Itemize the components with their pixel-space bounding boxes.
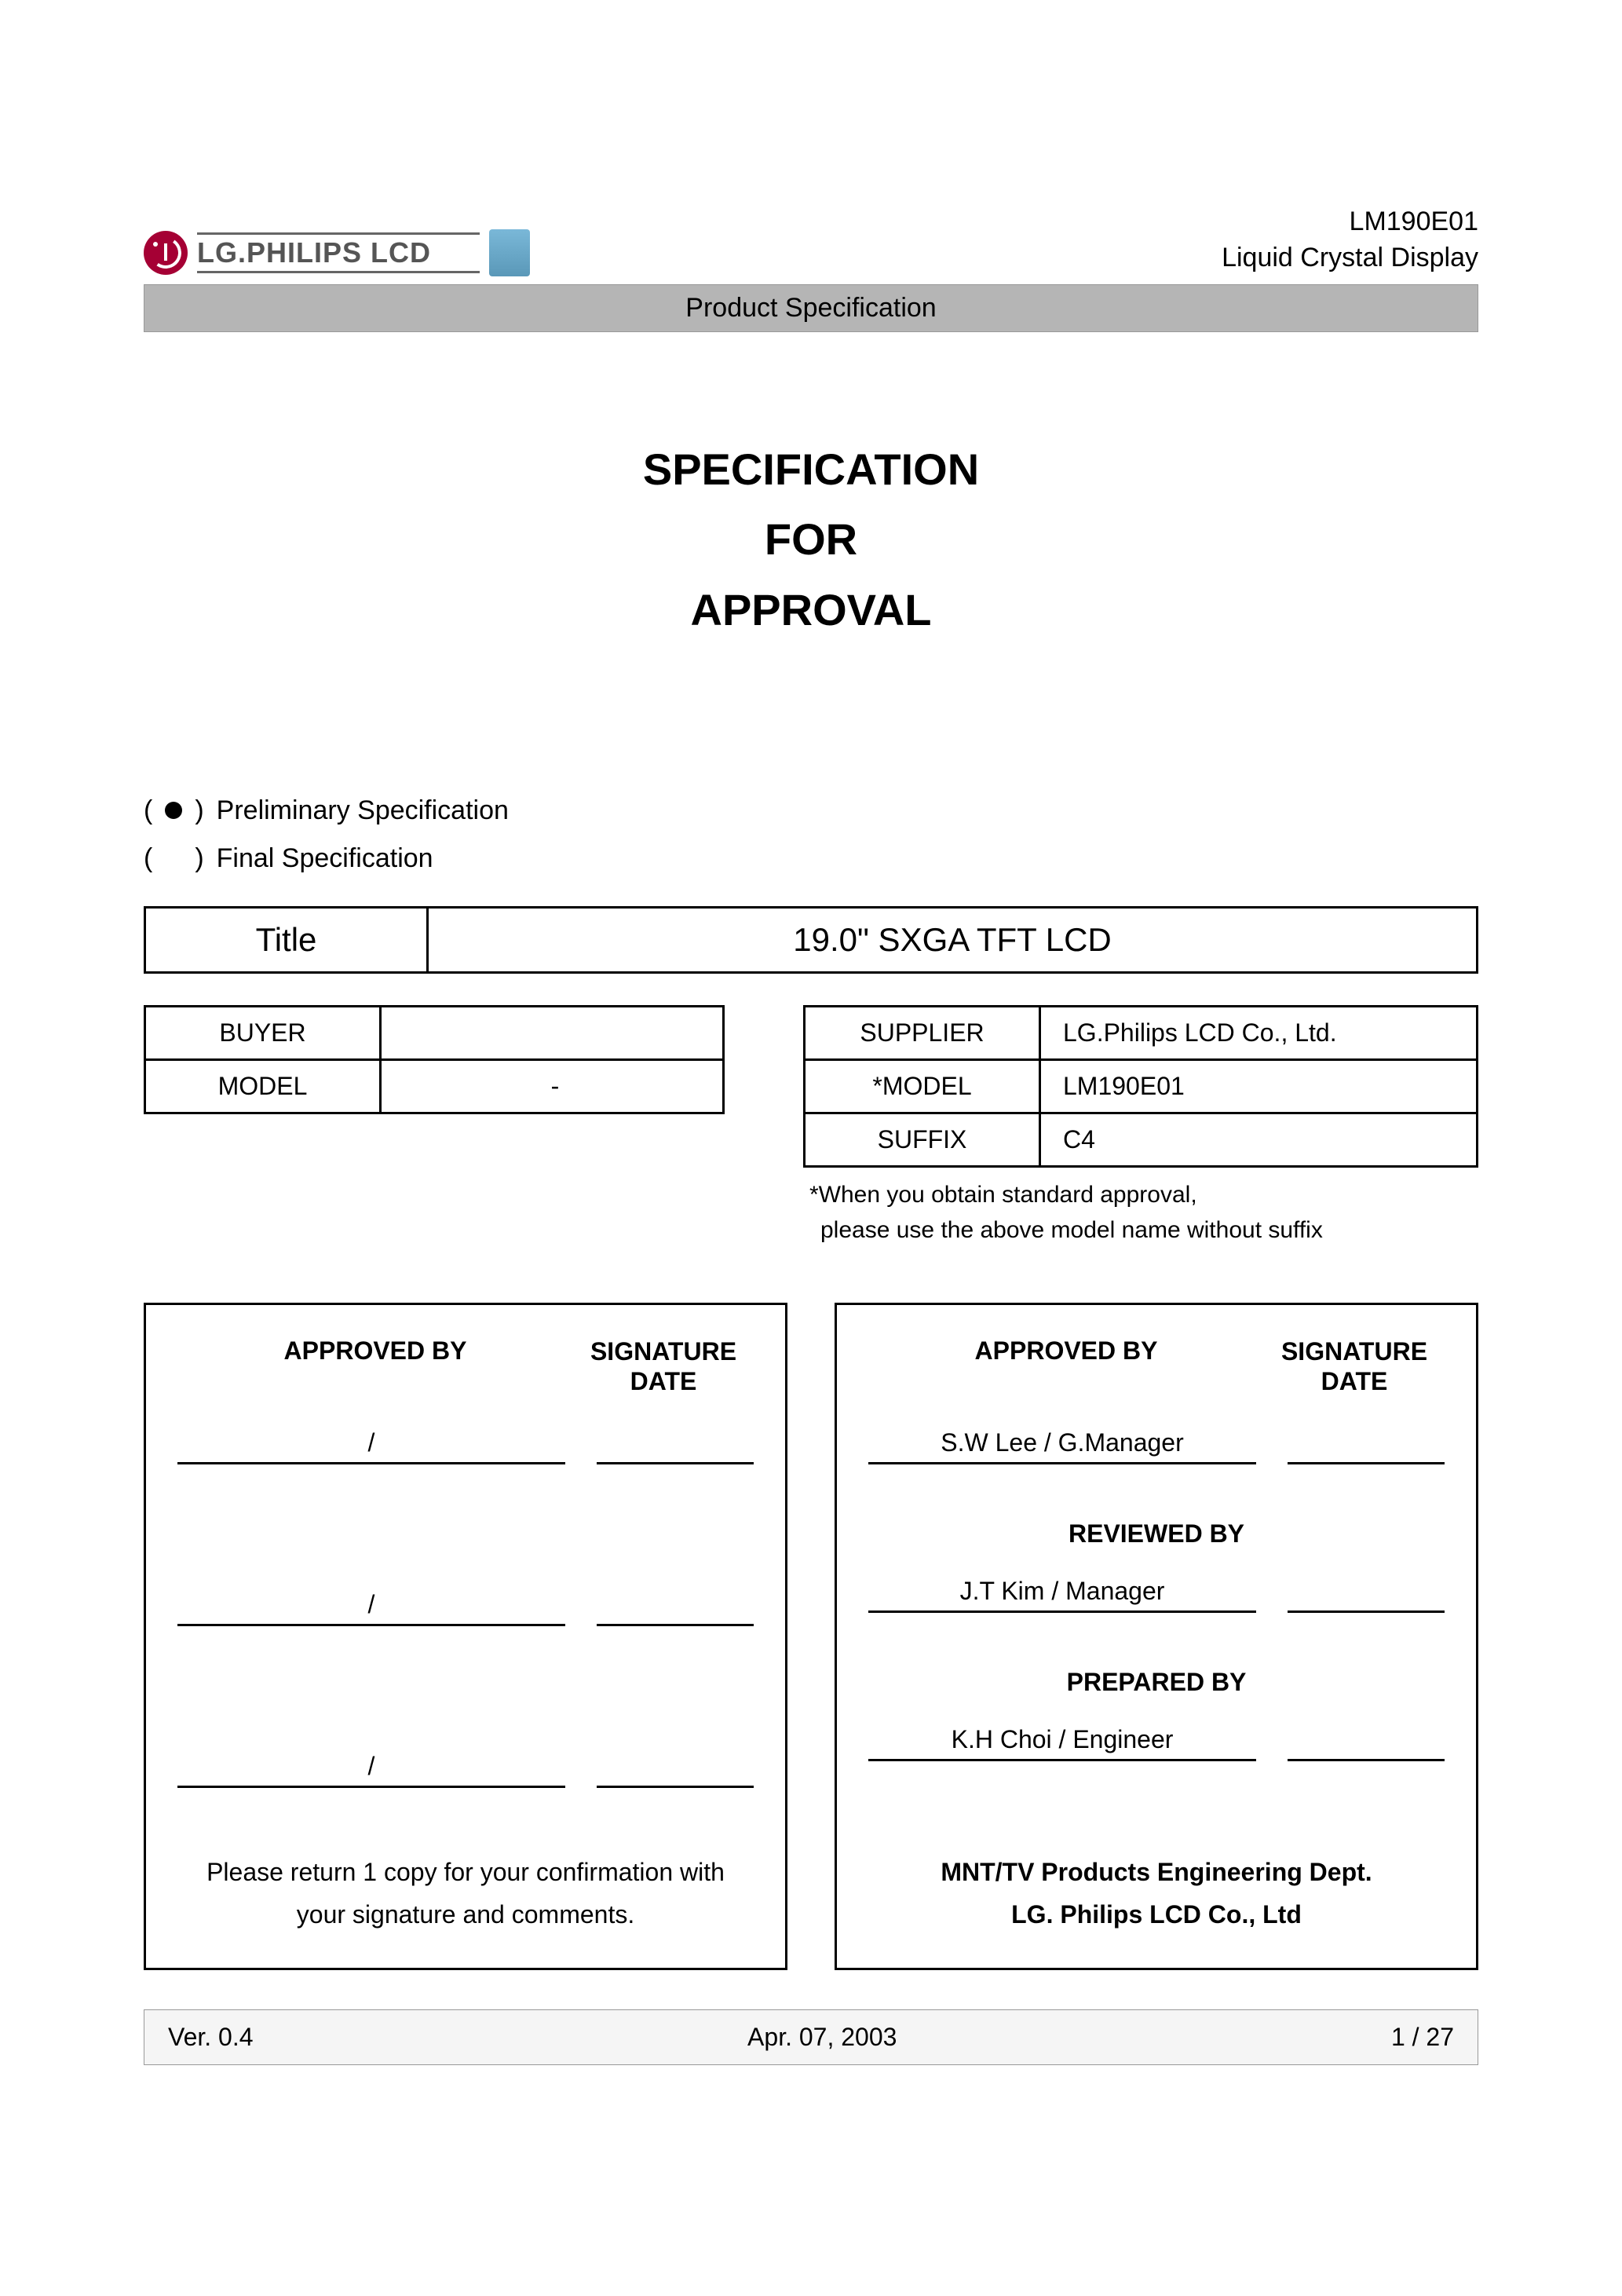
footnote: *When you obtain standard approval, plea… — [803, 1177, 1478, 1248]
supplier-value: LG.Philips LCD Co., Ltd. — [1040, 1006, 1478, 1059]
sig-date-head-r: SIGNATURE DATE — [1264, 1336, 1445, 1397]
approved-by-head: APPROVED BY — [177, 1336, 573, 1397]
footer-date: Apr. 07, 2003 — [747, 2023, 897, 2052]
approval-right-footer: MNT/TV Products Engineering Dept. LG. Ph… — [868, 1819, 1445, 1936]
approved-name: S.W Lee / G.Manager — [868, 1428, 1256, 1464]
supplier-label: SUPPLIER — [805, 1006, 1040, 1059]
footnote-line-1: *When you obtain standard approval, — [809, 1177, 1478, 1212]
sig-name-1: / — [177, 1428, 565, 1464]
prepared-sig-row: K.H Choi / Engineer — [868, 1725, 1445, 1761]
logo-block: LG.PHILIPS LCD — [144, 229, 530, 276]
sig-name-3: / — [177, 1752, 565, 1788]
spec-type-block: ( ) Preliminary Specification ( ) Final … — [144, 787, 1478, 883]
paren-open: ( — [144, 787, 152, 835]
supplier-table: SUPPLIER LG.Philips LCD Co., Ltd. *MODEL… — [803, 1005, 1478, 1168]
preliminary-spec-row: ( ) Preliminary Specification — [144, 787, 1478, 835]
sig-row-3: / — [177, 1752, 754, 1788]
left-footer-line-1: Please return 1 copy for your confirmati… — [177, 1851, 754, 1893]
info-two-col: BUYER MODEL - SUPPLIER LG.Philips LCD Co… — [144, 1005, 1478, 1248]
prepared-date — [1288, 1733, 1445, 1761]
model-code: LM190E01 — [1222, 204, 1478, 240]
approval-left-footer: Please return 1 copy for your confirmati… — [177, 1819, 754, 1936]
sig-date-2 — [597, 1598, 754, 1626]
reviewed-name: J.T Kim / Manager — [868, 1577, 1256, 1613]
title-line-2: FOR — [144, 504, 1478, 575]
supplier-suffix-value: C4 — [1040, 1113, 1478, 1166]
supplier-block: SUPPLIER LG.Philips LCD Co., Ltd. *MODEL… — [803, 1005, 1478, 1248]
left-footer-line-2: your signature and comments. — [177, 1893, 754, 1936]
radio-empty-icon — [165, 850, 182, 867]
paren-open: ( — [144, 835, 152, 883]
sig-date-head: SIGNATURE DATE — [573, 1336, 754, 1397]
paren-close: ) — [195, 787, 203, 835]
sig-date-1 — [597, 1436, 754, 1464]
page-footer: Ver. 0.4 Apr. 07, 2003 1 / 27 — [144, 2009, 1478, 2065]
supplier-model-label: *MODEL — [805, 1059, 1040, 1113]
buyer-model-label: MODEL — [145, 1059, 381, 1113]
buyer-block: BUYER MODEL - — [144, 1005, 725, 1248]
approved-sig-row: S.W Lee / G.Manager — [868, 1428, 1445, 1464]
product-spec-bar: Product Specification — [144, 284, 1478, 332]
approval-right-box: APPROVED BY SIGNATURE DATE S.W Lee / G.M… — [835, 1303, 1478, 1970]
header-row: LG.PHILIPS LCD LM190E01 Liquid Crystal D… — [144, 204, 1478, 276]
final-label: Final Specification — [217, 835, 433, 883]
paren-close: ) — [195, 835, 203, 883]
product-line: Liquid Crystal Display — [1222, 240, 1478, 276]
title-line-3: APPROVAL — [144, 575, 1478, 645]
radio-selected-icon — [165, 802, 182, 819]
buyer-table: BUYER MODEL - — [144, 1005, 725, 1114]
sig-row-1: / — [177, 1428, 754, 1464]
lg-logo-icon — [144, 231, 188, 275]
main-title: SPECIFICATION FOR APPROVAL — [144, 434, 1478, 645]
buyer-value — [381, 1006, 724, 1059]
brand-top-line — [197, 232, 480, 235]
footer-version: Ver. 0.4 — [168, 2023, 254, 2052]
reviewed-sig-row: J.T Kim / Manager — [868, 1577, 1445, 1613]
title-value-cell: 19.0" SXGA TFT LCD — [428, 907, 1478, 972]
approved-date — [1288, 1436, 1445, 1464]
right-footer-line-2: LG. Philips LCD Co., Ltd — [868, 1893, 1445, 1936]
buyer-label: BUYER — [145, 1006, 381, 1059]
supplier-suffix-label: SUFFIX — [805, 1113, 1040, 1166]
title-label-cell: Title — [145, 907, 428, 972]
approval-left-box: APPROVED BY SIGNATURE DATE / / / Please … — [144, 1303, 787, 1970]
approval-right-header: APPROVED BY SIGNATURE DATE — [868, 1336, 1445, 1397]
final-spec-row: ( ) Final Specification — [144, 835, 1478, 883]
title-line-1: SPECIFICATION — [144, 434, 1478, 505]
prepared-name: K.H Choi / Engineer — [868, 1725, 1256, 1761]
sig-row-2: / — [177, 1590, 754, 1626]
header-right: LM190E01 Liquid Crystal Display — [1222, 204, 1478, 276]
spec-approval-page: LG.PHILIPS LCD LM190E01 Liquid Crystal D… — [65, 0, 1557, 2065]
supplier-model-value: LM190E01 — [1040, 1059, 1478, 1113]
reviewed-head: REVIEWED BY — [868, 1519, 1445, 1548]
reviewed-date — [1288, 1585, 1445, 1613]
brand-bottom-line — [197, 271, 480, 273]
approval-left-header: APPROVED BY SIGNATURE DATE — [177, 1336, 754, 1397]
footer-page: 1 / 27 — [1391, 2023, 1454, 2052]
approval-row: APPROVED BY SIGNATURE DATE / / / Please … — [144, 1303, 1478, 1970]
prepared-head: PREPARED BY — [868, 1668, 1445, 1697]
philips-badge-icon — [489, 229, 530, 276]
title-table: Title 19.0" SXGA TFT LCD — [144, 906, 1478, 974]
sig-name-2: / — [177, 1590, 565, 1626]
brand-text: LG.PHILIPS LCD — [197, 232, 480, 273]
right-footer-line-1: MNT/TV Products Engineering Dept. — [868, 1851, 1445, 1893]
approved-by-head-r: APPROVED BY — [868, 1336, 1264, 1397]
preliminary-label: Preliminary Specification — [217, 787, 509, 835]
footnote-line-2: please use the above model name without … — [809, 1212, 1478, 1248]
buyer-model-value: - — [381, 1059, 724, 1113]
brand-name: LG.PHILIPS LCD — [197, 236, 480, 269]
sig-date-3 — [597, 1760, 754, 1788]
